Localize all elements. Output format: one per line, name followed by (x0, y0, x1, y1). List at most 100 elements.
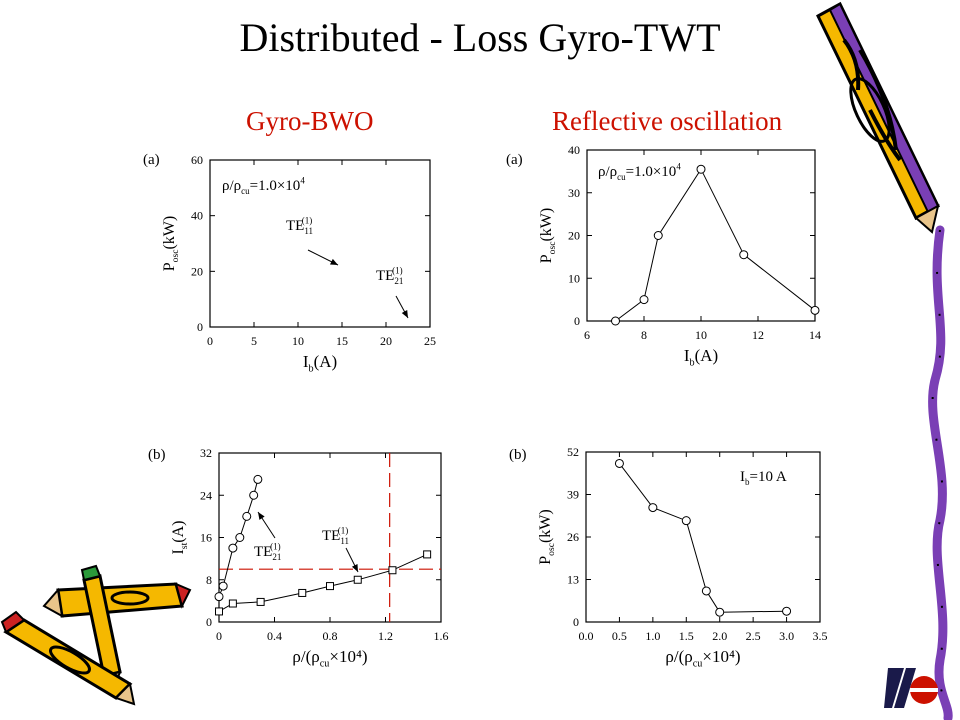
data-point (228, 543, 238, 553)
y-axis-label: Ist(A) (170, 521, 190, 555)
arrow-head (330, 258, 338, 265)
data-point (701, 586, 711, 596)
data-point (681, 516, 691, 526)
x-tick-label: 10 (292, 334, 304, 348)
x-tick-label: 0.4 (267, 629, 282, 643)
panel-label-b-right: (b) (509, 447, 527, 463)
x-tick-label: 0.0 (579, 629, 594, 643)
data-point (388, 566, 397, 575)
data-point (214, 592, 224, 602)
x-tick-label: 12 (752, 328, 764, 342)
y-axis-label: Posc(kW) (161, 216, 181, 271)
data-point (326, 582, 334, 591)
y-tick-label: 30 (568, 186, 580, 200)
y-tick-label: 60 (191, 153, 203, 167)
data-point (648, 503, 658, 513)
x-tick-label: 0.5 (612, 629, 627, 643)
chart-annotation: TE11(1) (286, 215, 313, 236)
y-tick-label: 32 (200, 446, 212, 460)
chart-annotation: TE21(1) (376, 265, 403, 286)
y-tick-label: 52 (567, 445, 579, 459)
data-point (298, 588, 307, 597)
x-tick-label: 2.5 (746, 629, 761, 643)
arrow-head (351, 564, 358, 572)
data-point (215, 607, 223, 616)
subtitle-reflective-oscillation: Reflective oscillation (552, 106, 783, 136)
y-tick-label: 26 (567, 530, 579, 544)
chart-annotation: ρ/ρcu=1.0×104 (222, 175, 305, 196)
y-tick-label: 0 (574, 314, 580, 328)
x-tick-label: 3.5 (813, 629, 828, 643)
data-point (696, 164, 706, 174)
series-line (615, 168, 816, 322)
x-tick-label: 1.0 (645, 629, 660, 643)
y-tick-label: 39 (567, 488, 579, 502)
x-axis-label: Ib(A) (684, 346, 718, 368)
y-axis-label: Posc(kW) (538, 208, 558, 263)
data-point (253, 474, 263, 484)
data-point (614, 458, 624, 468)
x-tick-label: 25 (424, 334, 436, 348)
y-tick-label: 20 (568, 229, 580, 243)
slide-title: Distributed - Loss Gyro-TWT (239, 15, 721, 60)
y-tick-label: 40 (191, 209, 203, 223)
panel-label-a-right: (a) (506, 152, 523, 168)
data-point (715, 607, 725, 617)
pencil-icon (0, 564, 192, 706)
panel-label-a-left: (a) (143, 152, 160, 168)
y-tick-label: 40 (568, 143, 580, 157)
y-tick-label: 0 (206, 615, 212, 629)
x-tick-label: 3.0 (779, 629, 794, 643)
data-point (235, 533, 245, 542)
series-line (218, 553, 428, 612)
y-tick-label: 0 (197, 320, 203, 334)
x-tick-label: 5 (251, 334, 257, 348)
x-tick-label: 1.6 (434, 629, 449, 643)
logo-icon (884, 668, 938, 708)
y-tick-label: 16 (200, 531, 212, 545)
data-point (653, 231, 663, 240)
data-point (249, 490, 259, 500)
arrow-head (258, 512, 265, 520)
y-tick-label: 0 (573, 615, 579, 629)
data-point (218, 581, 228, 591)
data-point (782, 606, 792, 616)
x-tick-label: 15 (336, 334, 348, 348)
chart-annotation: TE11(1) (322, 525, 349, 546)
data-point (256, 597, 265, 606)
x-tick-label: 14 (809, 328, 821, 342)
x-tick-label: 20 (380, 334, 392, 348)
y-axis-label: Posc(kW) (537, 509, 557, 564)
y-tick-label: 10 (568, 271, 580, 285)
x-axis-label: ρ/(ρcu×10⁴) (665, 647, 740, 669)
plot-frame (209, 159, 431, 328)
data-point (611, 316, 620, 326)
x-tick-label: 10 (695, 328, 707, 342)
chart-annotation: ρ/ρcu=1.0×104 (598, 161, 681, 182)
chart-annotation: Ib=10 A (740, 469, 787, 487)
arrow-head (401, 310, 408, 318)
y-tick-label: 20 (191, 264, 203, 278)
x-tick-label: 1.5 (679, 629, 694, 643)
y-tick-label: 13 (567, 573, 579, 587)
x-tick-label: 2.0 (712, 629, 727, 643)
data-point (639, 295, 649, 305)
pencil-icon (816, 1, 953, 720)
x-tick-label: 0 (216, 629, 222, 643)
x-tick-label: 6 (584, 328, 590, 342)
y-tick-label: 24 (200, 488, 212, 502)
x-axis-label: ρ/(ρcu×10⁴) (292, 647, 367, 669)
panel-label-b-left: (b) (148, 447, 166, 463)
x-tick-label: 0 (207, 334, 213, 348)
x-axis-label: Ib(A) (303, 352, 337, 374)
data-point (353, 575, 362, 584)
subtitle-gyro-bwo: Gyro-BWO (246, 106, 374, 136)
data-point (739, 250, 749, 260)
x-tick-label: 8 (641, 328, 647, 342)
data-point (810, 305, 820, 315)
data-point (228, 599, 237, 608)
